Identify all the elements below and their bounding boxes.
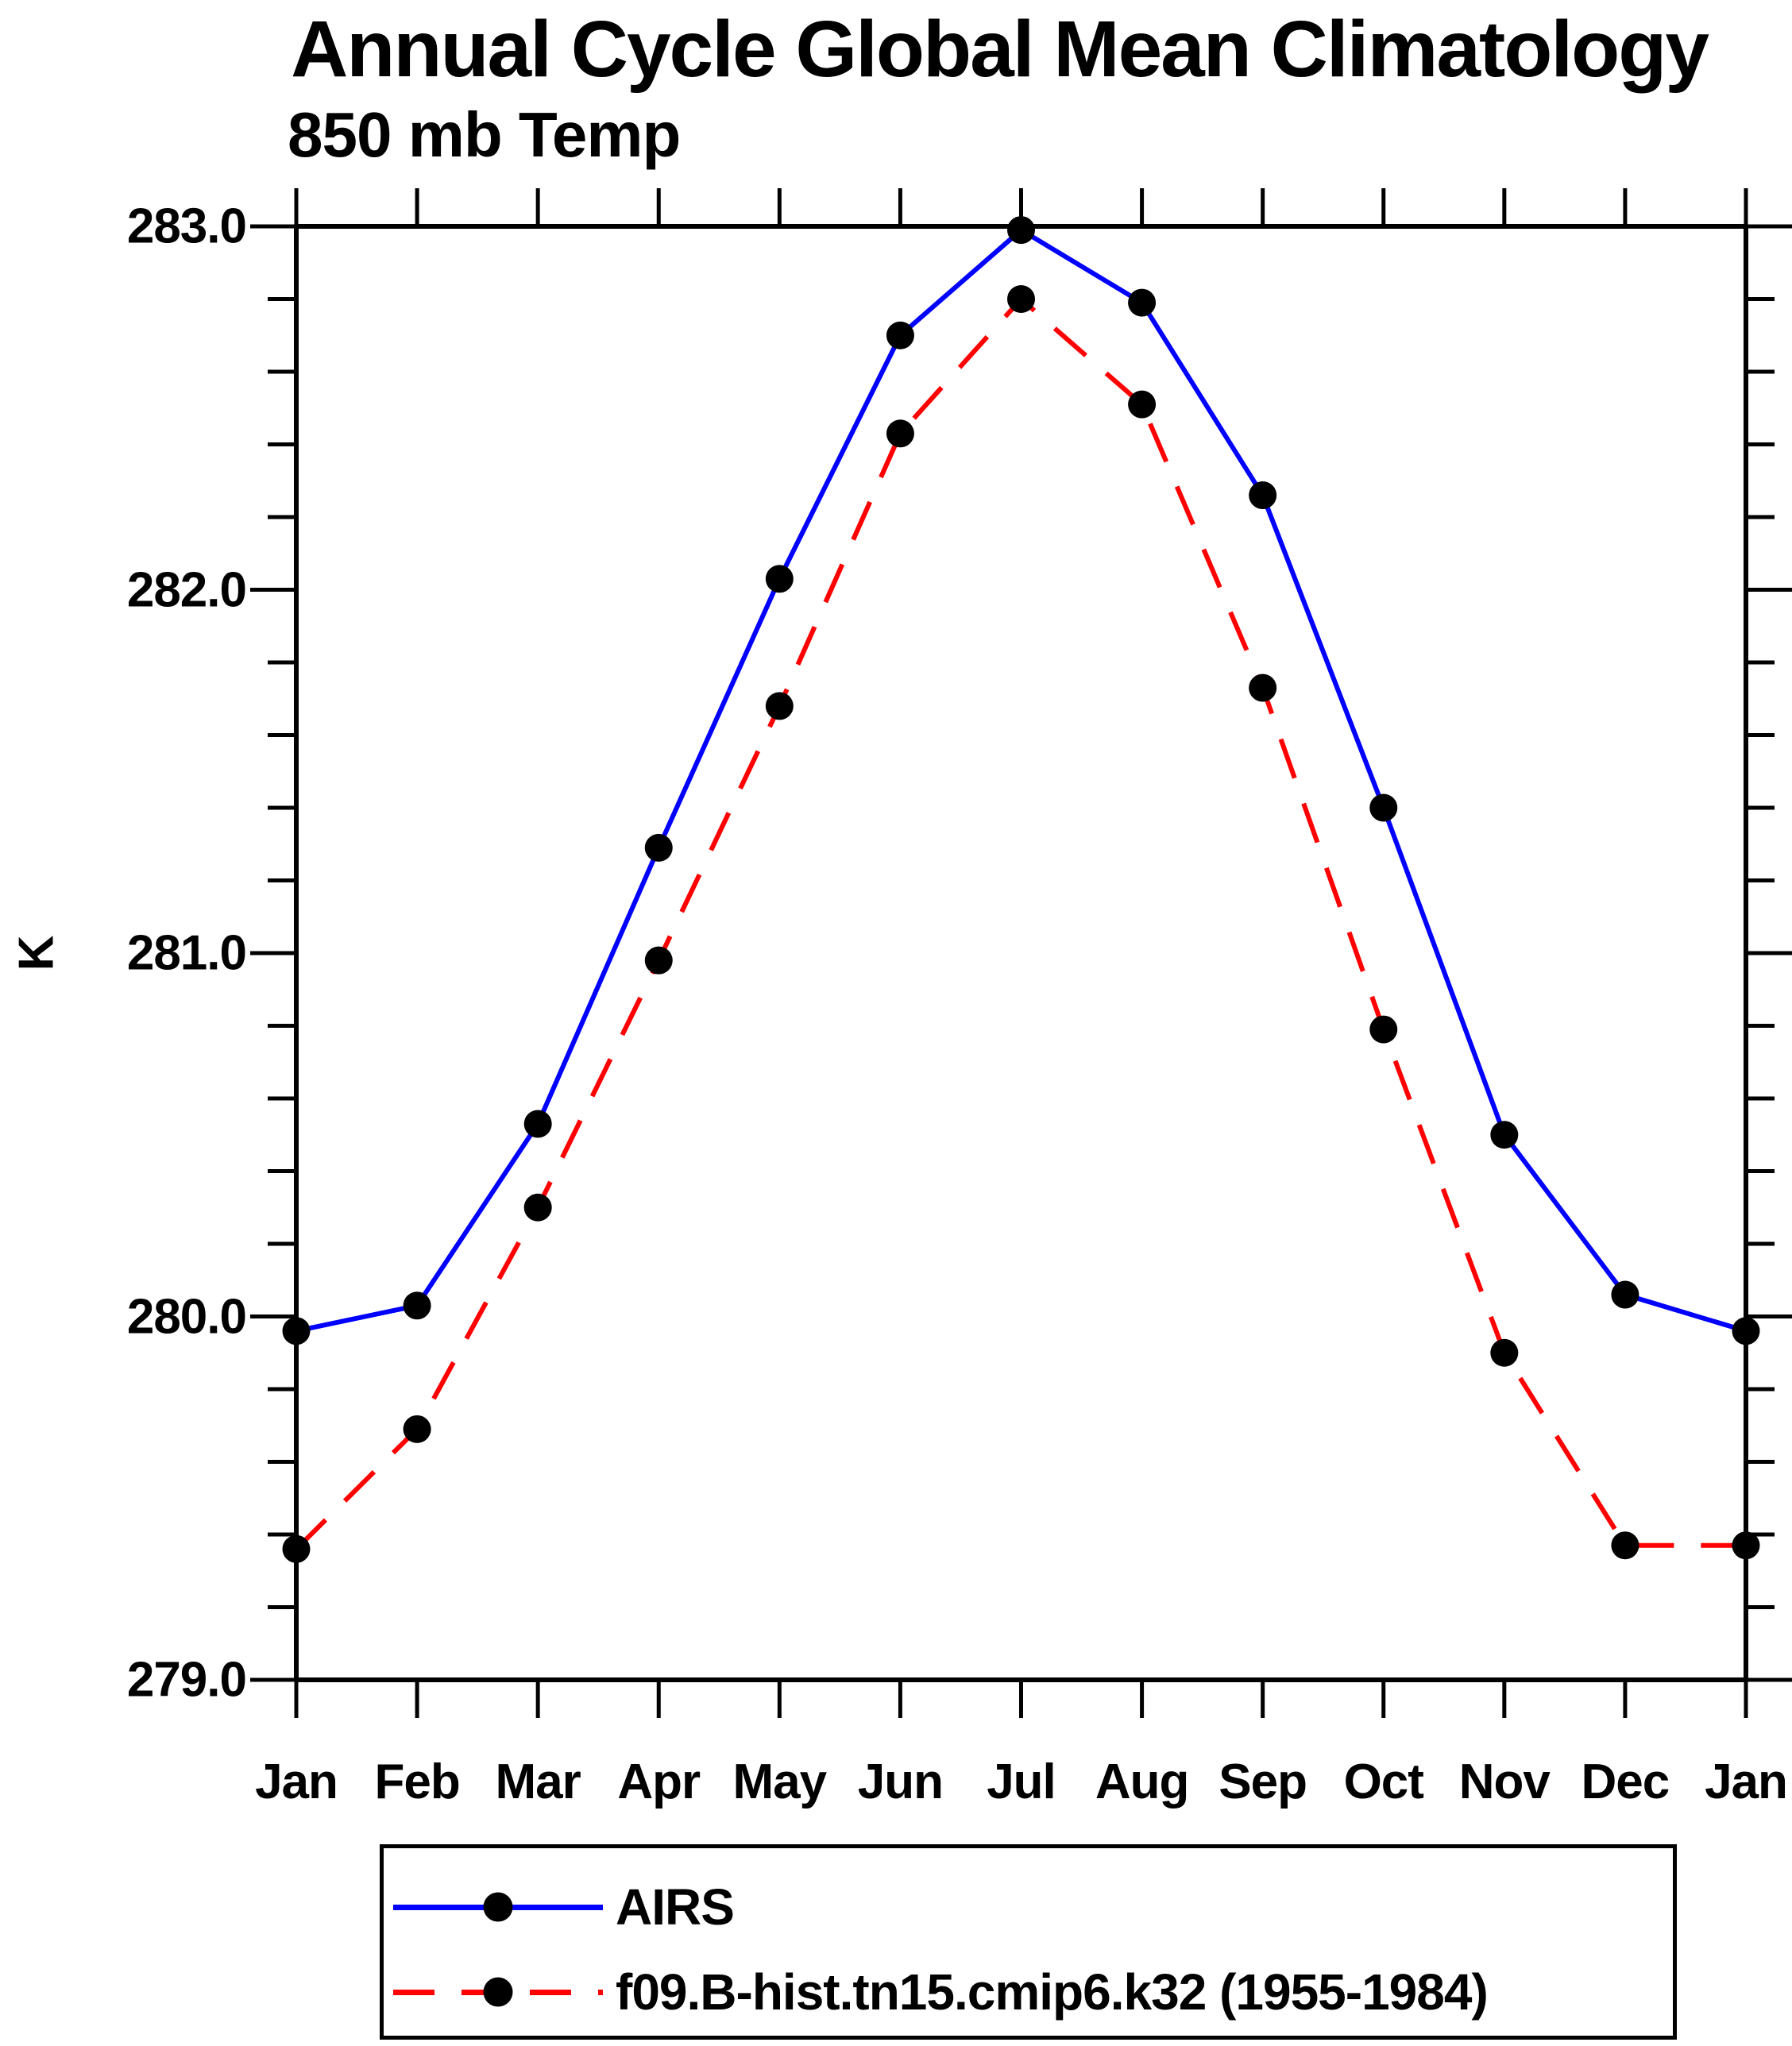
legend-label-model: f09.B-hist.tn15.cmip6.k32 (1955-1984) [616, 1963, 1489, 2021]
data-point-model [644, 946, 673, 975]
y-tick-label: 281.0 [126, 925, 247, 981]
data-point-airs [1490, 1121, 1519, 1149]
x-tick-label: Jan [255, 1755, 338, 1809]
y-tick-label: 279.0 [126, 1652, 247, 1708]
legend-item-model: f09.B-hist.tn15.cmip6.k32 (1955-1984) [393, 1963, 1489, 2021]
data-point-model [1007, 285, 1035, 313]
data-point-model [282, 1534, 311, 1563]
data-point-airs [886, 321, 914, 349]
data-point-airs [1732, 1317, 1760, 1345]
x-tick-label: Jan [1705, 1755, 1788, 1809]
series-line-model [294, 295, 1746, 1551]
x-tick-label: Dec [1581, 1755, 1670, 1809]
x-tick-label: Feb [374, 1755, 460, 1809]
data-point-airs [1611, 1280, 1639, 1309]
series-line-airs [295, 226, 1747, 1334]
chart-subtitle: 850 mb Temp [288, 99, 681, 170]
data-point-airs [765, 565, 794, 593]
data-point-model [403, 1415, 431, 1443]
x-tick-label: Aug [1095, 1755, 1190, 1809]
x-tick-label: Sep [1218, 1755, 1307, 1809]
y-tick-label: 280.0 [126, 1289, 247, 1344]
data-point-model [1611, 1531, 1639, 1560]
chart-title: Annual Cycle Global Mean Climatology [291, 5, 1709, 94]
model-line-swatch [393, 1977, 603, 2007]
y-tick-label: 282.0 [126, 562, 247, 617]
x-tick-label: Mar [495, 1755, 581, 1809]
x-tick-label: Nov [1458, 1755, 1551, 1809]
data-point-model [1490, 1338, 1519, 1367]
x-tick-label: May [732, 1755, 828, 1809]
data-point-model [523, 1193, 552, 1222]
data-point-airs [1007, 216, 1035, 245]
legend-item-airs: AIRS [393, 1878, 735, 1936]
data-point-airs [282, 1317, 311, 1345]
data-point-airs [1249, 481, 1277, 510]
data-point-airs [644, 833, 673, 862]
data-point-model [1732, 1531, 1760, 1560]
data-point-airs [523, 1110, 552, 1138]
data-point-airs [1128, 288, 1157, 317]
y-tick-label: 283.0 [126, 199, 247, 254]
model-marker-icon [483, 1977, 513, 2007]
legend: AIRS f09.B-hist.tn15.cmip6.k32 (1955-198… [380, 1844, 1677, 2040]
data-point-model [1249, 674, 1277, 702]
data-point-model [765, 692, 794, 720]
data-point-airs [1369, 793, 1398, 822]
data-point-model [1128, 390, 1157, 419]
data-point-model [886, 419, 914, 448]
x-tick-label: Jun [857, 1755, 944, 1809]
airs-line-swatch [393, 1892, 603, 1922]
x-tick-label: Apr [617, 1755, 701, 1809]
x-tick-label: Oct [1343, 1755, 1424, 1809]
data-point-model [1369, 1015, 1398, 1044]
x-tick-label: Jul [987, 1755, 1056, 1809]
airs-marker-icon [483, 1892, 513, 1922]
data-point-airs [403, 1291, 431, 1320]
legend-label-airs: AIRS [616, 1878, 735, 1936]
